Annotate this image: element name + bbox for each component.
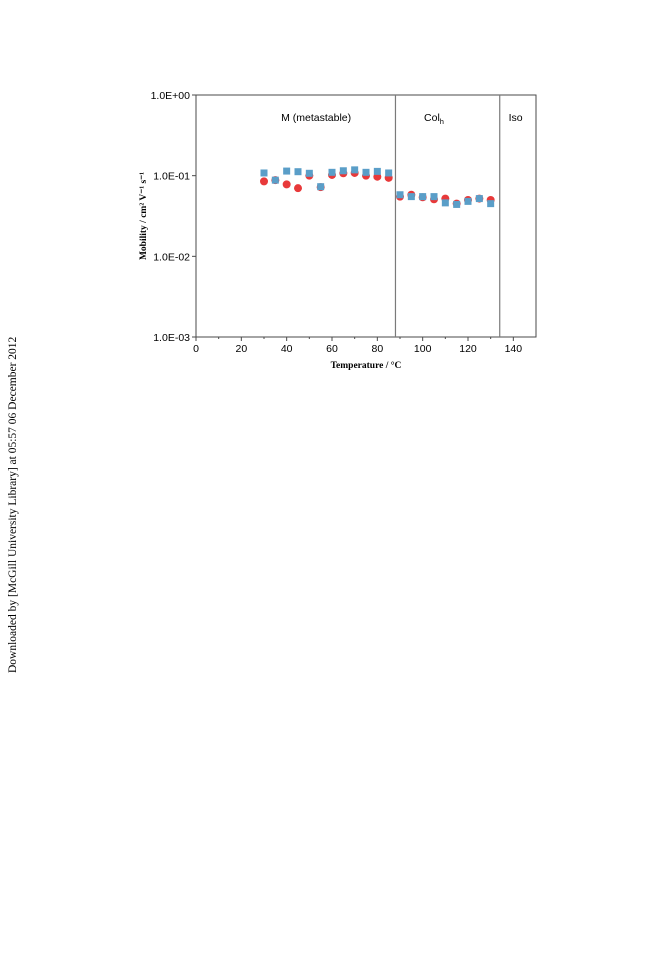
- region-label: Colh: [424, 112, 444, 126]
- data-point-square: [487, 200, 495, 208]
- data-point-square: [339, 167, 347, 175]
- x-tick-label: 60: [326, 343, 338, 355]
- y-axis: 1.0E-03 1.0E-02 1.0E-01 1.0E+00: [151, 90, 196, 344]
- x-tick-label: 120: [459, 343, 477, 355]
- data-point-square: [419, 193, 427, 201]
- x-axis: 0 20 40 60 80 100 120 140: [193, 337, 522, 355]
- data-point-circle: [294, 184, 302, 193]
- data-point-square: [317, 183, 325, 191]
- data-point-square: [441, 199, 449, 207]
- data-point-square: [283, 167, 291, 175]
- data-point-square: [271, 176, 279, 184]
- y-tick-label: 1.0E-03: [153, 332, 190, 344]
- data-point-circle: [260, 177, 268, 186]
- data-points: [260, 166, 495, 208]
- data-point-square: [385, 169, 393, 177]
- x-tick-label: 20: [235, 343, 247, 355]
- data-point-square: [373, 167, 381, 175]
- y-tick-label: 1.0E-01: [153, 171, 190, 183]
- data-point-square: [260, 169, 268, 177]
- region-labels: M (metastable) Colh Iso: [281, 112, 523, 126]
- data-point-square: [430, 193, 438, 201]
- data-point-square: [362, 168, 370, 176]
- data-point-square: [396, 191, 404, 199]
- data-point-square: [475, 195, 483, 203]
- region-label: Iso: [509, 112, 523, 124]
- region-label: M (metastable): [281, 112, 351, 124]
- data-point-square: [351, 166, 359, 174]
- data-point-square: [328, 168, 336, 176]
- data-point-square: [294, 168, 302, 176]
- data-point-square: [305, 169, 313, 177]
- x-tick-label: 0: [193, 343, 199, 355]
- x-tick-label: 100: [414, 343, 432, 355]
- phase-boundaries: [394, 95, 501, 337]
- data-point-square: [407, 193, 415, 201]
- data-point-square: [453, 200, 461, 208]
- region-label-subscript: h: [440, 117, 444, 126]
- y-tick-label: 1.0E+00: [151, 90, 191, 102]
- x-axis-title: Temperature / °C: [331, 360, 402, 371]
- x-tick-label: 40: [281, 343, 293, 355]
- x-tick-label: 140: [505, 343, 523, 355]
- y-tick-label: 1.0E-02: [153, 251, 190, 263]
- y-axis-title: Mobility / cm² V⁻¹ s⁻¹: [139, 172, 149, 260]
- data-point-square: [464, 197, 472, 205]
- data-point-circle: [282, 180, 291, 189]
- plot-frame: [195, 94, 537, 338]
- x-tick-label: 80: [371, 343, 383, 355]
